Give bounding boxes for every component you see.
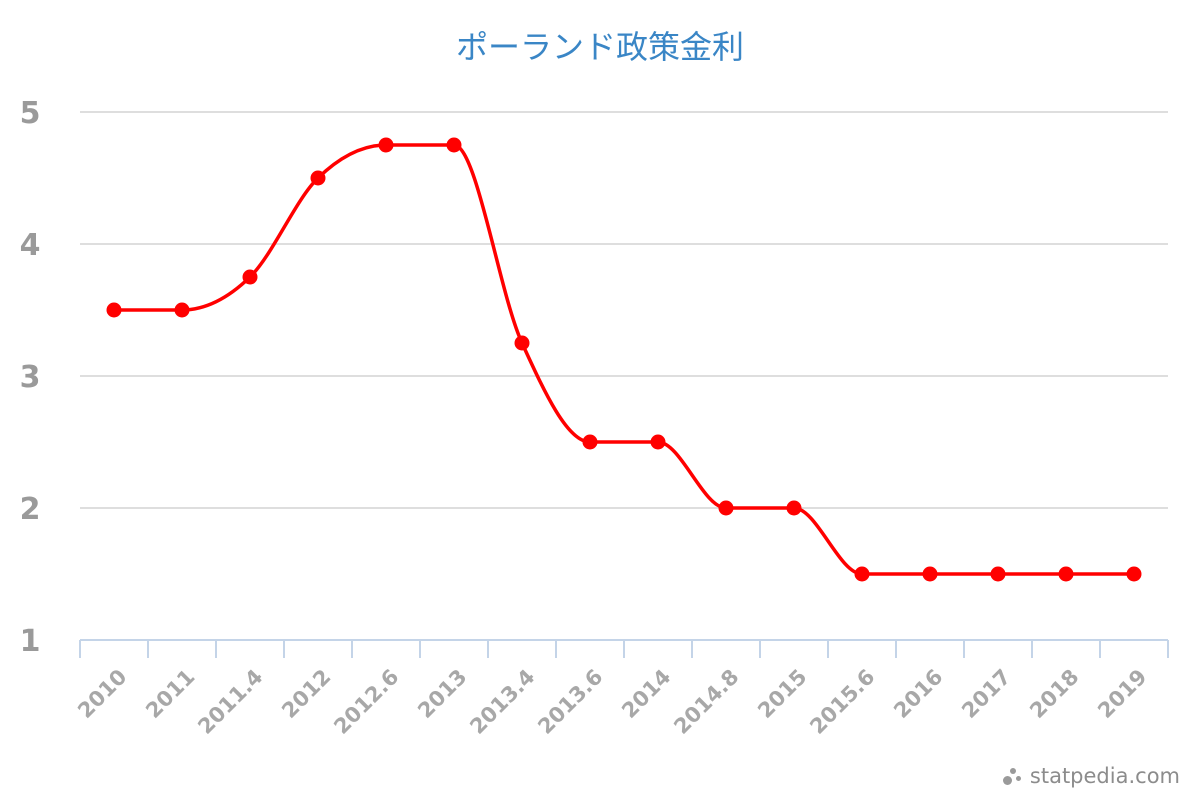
series-line [114,143,1134,576]
x-tick-label: 2015 [753,665,811,723]
data-point[interactable] [174,302,190,318]
data-point[interactable] [514,335,530,351]
x-tick-label: 2010 [73,665,131,723]
y-tick-label: 5 [20,96,41,131]
data-point[interactable] [582,434,598,450]
x-tick-label: 2013.4 [465,665,539,739]
brand-watermark: statpedia.com [1002,764,1180,788]
y-tick-label: 4 [20,228,41,263]
x-tick-label: 2017 [957,665,1015,723]
dots-logo-icon [1002,766,1025,786]
x-tick-label: 2014.8 [669,665,743,739]
data-point[interactable] [990,566,1006,582]
data-point[interactable] [786,500,802,516]
data-point[interactable] [854,566,870,582]
x-tick-label: 2012 [277,665,335,723]
data-point[interactable] [242,269,258,285]
y-tick-label: 2 [20,492,41,527]
y-tick-label: 1 [20,624,41,659]
data-point[interactable] [378,137,394,153]
data-point[interactable] [922,566,938,582]
x-tick-label: 2018 [1025,665,1083,723]
data-point[interactable] [1126,566,1142,582]
data-point[interactable] [650,434,666,450]
brand-text: statpedia.com [1029,764,1180,788]
x-tick-label: 2013 [413,665,471,723]
x-tick-label: 2011.4 [193,665,267,739]
data-point[interactable] [446,137,462,153]
x-tick-label: 2011 [141,665,199,723]
y-axis: 1 2 3 4 5 [20,96,41,659]
x-tick-label: 2012.6 [329,665,403,739]
y-tick-label: 3 [20,360,41,395]
x-tick-label: 2015.6 [805,665,879,739]
data-point[interactable] [310,170,326,186]
x-tick-label: 2013.6 [533,665,607,739]
x-tick-label: 2019 [1093,665,1151,723]
grid [80,111,1168,509]
chart-title: ポーランド政策金利 [456,28,744,66]
x-tick-label: 2016 [889,665,947,723]
data-point[interactable] [1058,566,1074,582]
x-axis [79,639,1169,658]
series [106,137,1142,582]
data-point[interactable] [106,302,122,318]
x-tick-label: 2014 [617,665,675,723]
data-point[interactable] [718,500,734,516]
